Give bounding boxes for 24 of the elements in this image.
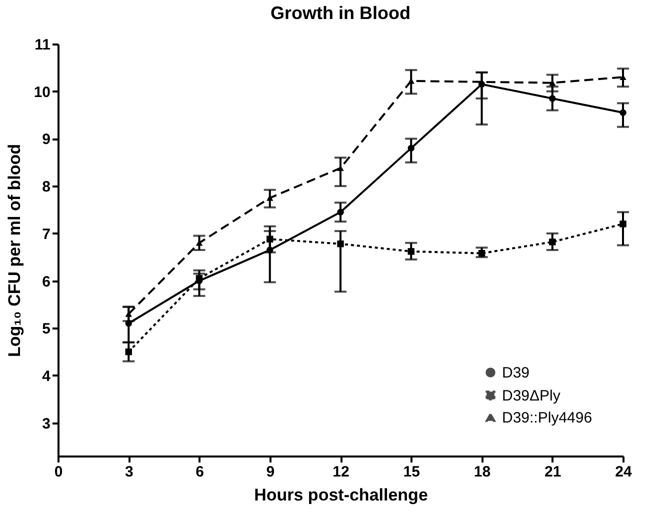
- x-tick-label: 9: [266, 464, 275, 480]
- x-tick-label: 3: [124, 464, 134, 480]
- x-tick-label: 0: [54, 464, 63, 480]
- y-tick-label: 3: [42, 415, 50, 432]
- chart-title: Growth in Blood: [270, 3, 410, 23]
- x-tick-label: 24: [615, 464, 632, 480]
- x-tick-label: 6: [196, 464, 204, 480]
- x-tick-label: 12: [332, 464, 350, 480]
- x-tick-label: 21: [544, 464, 562, 480]
- legend-label: D39: [502, 364, 530, 382]
- y-tick-label: 8: [42, 178, 50, 196]
- x-axis-title: Hours post-challenge: [254, 486, 428, 504]
- y-tick-label: 10: [34, 84, 50, 101]
- x-tick-label: 15: [403, 464, 420, 480]
- y-tick-label: 6: [42, 273, 50, 290]
- legend-label: D39ΔPly: [502, 388, 561, 404]
- y-tick-label: 9: [42, 131, 50, 148]
- y-tick-label: 5: [42, 320, 50, 338]
- y-tick-label: 4: [42, 368, 52, 385]
- y-axis-title: Log₁₀ CFU per ml of blood: [4, 144, 24, 357]
- y-tick-label: 7: [42, 226, 50, 243]
- x-tick-label: 18: [474, 464, 491, 480]
- legend-label: D39::Ply4496: [502, 410, 592, 426]
- y-tick-label: 11: [34, 36, 50, 54]
